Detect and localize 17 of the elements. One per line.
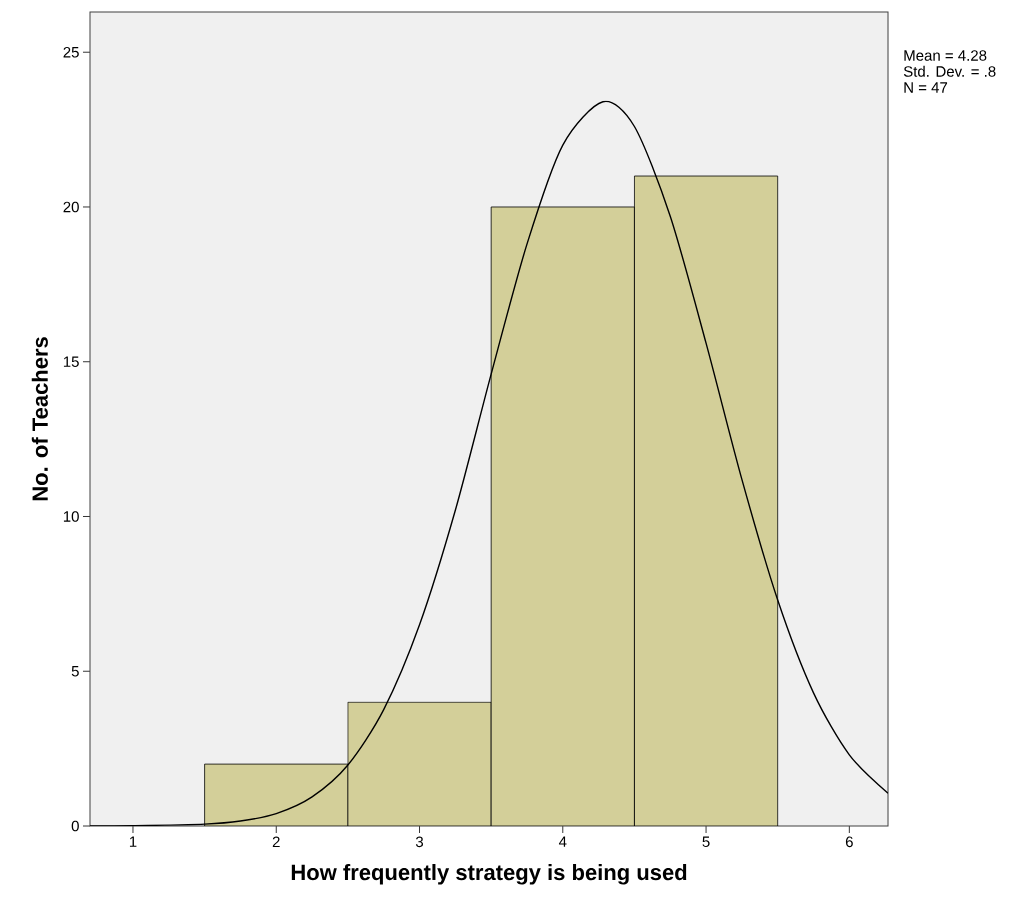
x-tick-label: 2 bbox=[272, 836, 280, 848]
x-tick-label: 4 bbox=[558, 836, 567, 847]
x-tick-label: 5 bbox=[702, 836, 710, 847]
x-axis-title: How frequently strategy is being used bbox=[291, 864, 687, 885]
text: Mean = 4.28 bbox=[904, 50, 987, 61]
y-tick-label: 5 bbox=[71, 666, 79, 677]
y-tick-label: 15 bbox=[63, 356, 79, 367]
y-tick-label: 0 bbox=[71, 820, 79, 832]
text: Std. Dev. = .8 bbox=[903, 65, 996, 77]
y-axis-title: No. of Teachers bbox=[31, 337, 48, 501]
text: N = 47 bbox=[904, 82, 948, 93]
x-tick-label: 3 bbox=[415, 836, 424, 848]
x-tick-label: 6 bbox=[845, 836, 853, 848]
y-tick-label: 25 bbox=[63, 46, 79, 58]
y-tick-label: 10 bbox=[63, 511, 79, 522]
x-tick-label: 1 bbox=[129, 836, 137, 847]
y-tick-label: 20 bbox=[63, 201, 79, 213]
